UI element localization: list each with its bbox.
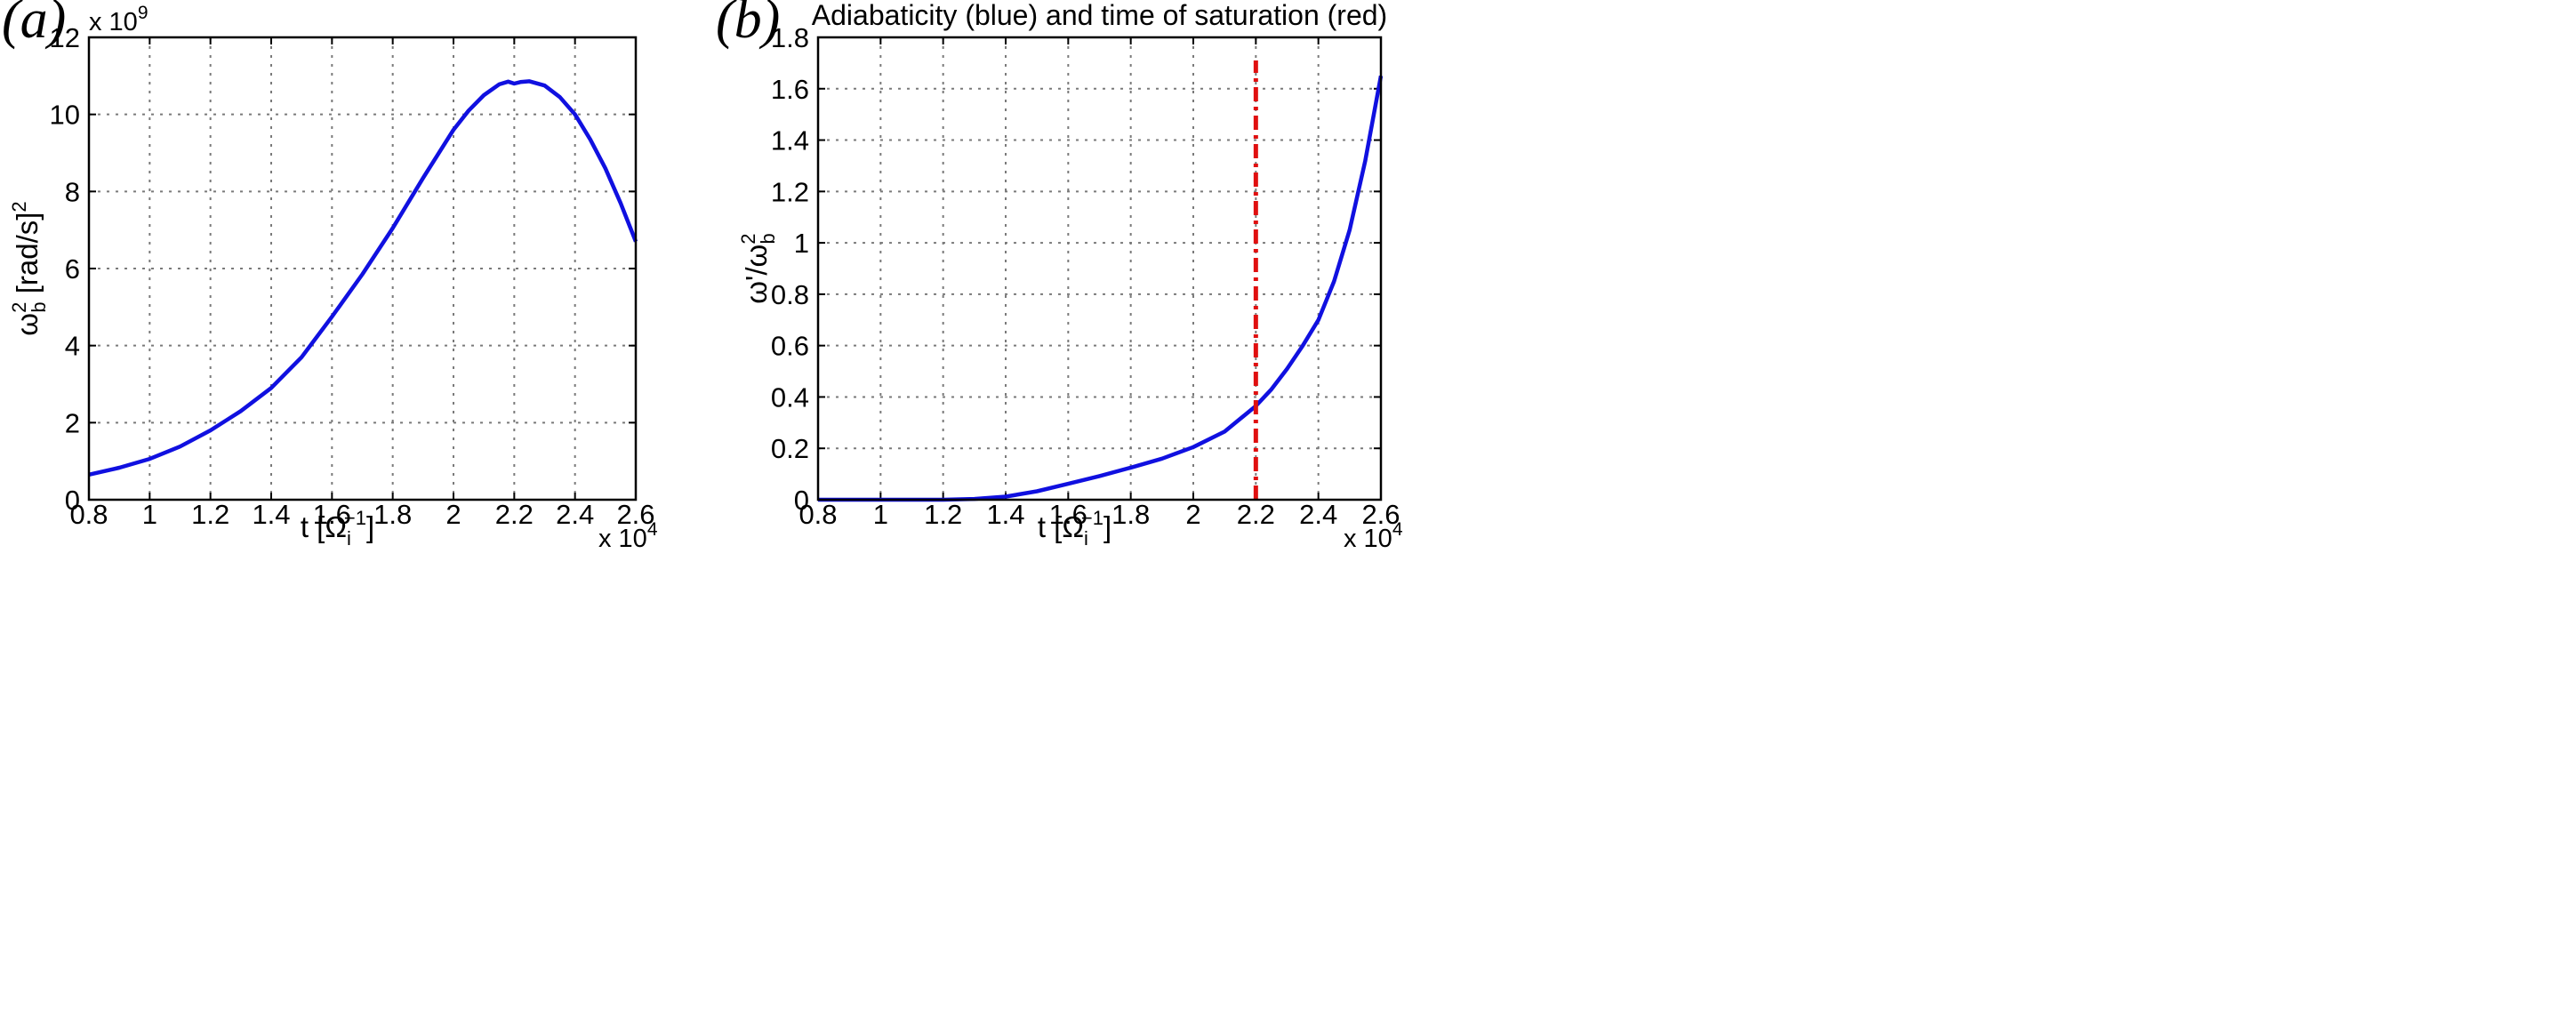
chart-title: Adiabaticity (blue) and time of saturati…	[812, 0, 1387, 31]
panel-label: (b)	[716, 0, 780, 50]
x-axis-label: t [Ωi−1]	[301, 507, 374, 550]
y-tick-label: 0.8	[771, 279, 809, 310]
panel-label: (a)	[2, 0, 66, 50]
x-multiplier: x 104	[1344, 519, 1403, 553]
y-label-sub: b	[28, 301, 50, 312]
y-tick-label: 1.2	[771, 176, 809, 207]
y-label-sup: 2	[8, 302, 30, 313]
x-tick-label: 1.4	[986, 499, 1024, 530]
y-tick-label: 1	[794, 228, 809, 259]
x-tick-label: 1	[873, 499, 888, 530]
y-multiplier: x 109	[89, 3, 148, 36]
x-mult-exp: 4	[647, 519, 658, 540]
x-axis-label: t [Ωi−1]	[1038, 507, 1111, 550]
y-label-main: ω'/ω	[740, 245, 773, 304]
y-tick-label: 8	[65, 176, 80, 207]
x-tick-label: 1.6	[1049, 499, 1087, 530]
x-tick-label: 2.6	[1361, 499, 1400, 530]
x-tick-label: 2	[445, 499, 461, 530]
y-tick-label: 6	[65, 253, 80, 285]
y-tick-label: 0.6	[771, 331, 809, 362]
y-label-unit: [rad/s]	[11, 213, 44, 302]
x-label-main: t [Ω	[301, 510, 347, 543]
y-label-sub: b	[757, 233, 779, 244]
y-tick-label: 1.4	[771, 125, 809, 156]
y-tick-label: 10	[50, 100, 80, 131]
x-tick-label: 1.8	[1111, 499, 1150, 530]
panel-a: 0.8 1 1.2 1.4 1.6 1.8 2 2.2 2.4 2.6 0 2 4 6 8 10 12(a) t …	[2, 0, 658, 553]
plot-frame	[87, 36, 638, 501]
x-tick-label: 2.6	[616, 499, 654, 530]
x-label-close: ]	[1103, 510, 1111, 543]
y-tick-label: 0	[794, 485, 809, 516]
x-tick-label: 1.6	[313, 499, 351, 530]
x-tick-label: 0.8	[69, 499, 108, 530]
y-tick-label: 1.8	[771, 22, 809, 53]
x-mult-exp: 4	[1392, 519, 1403, 540]
x-multiplier: x 104	[598, 519, 658, 553]
y-tick-label: 2	[65, 407, 80, 438]
plot-frame	[816, 36, 1383, 501]
series-line	[818, 75, 1384, 502]
y-tick-label: 1.6	[771, 74, 809, 105]
x-label-main: t [Ω	[1038, 510, 1084, 543]
y-label-unit-sup: 2	[8, 201, 30, 212]
x-tick-label: 1.2	[191, 499, 229, 530]
x-mult-base: x 10	[598, 525, 647, 553]
y-mult-base: x 10	[89, 8, 138, 36]
y-tick-label: 0.4	[771, 381, 809, 413]
y-tick-label: 0.2	[771, 433, 809, 464]
x-tick-label: 1.4	[252, 499, 290, 530]
series-line	[88, 79, 638, 477]
x-tick-label: 1	[142, 499, 157, 530]
x-mult-base: x 10	[1344, 525, 1392, 553]
x-tick-label: 2.2	[1237, 499, 1275, 530]
x-tick-label: 2.4	[556, 499, 594, 530]
x-tick-label: 2.4	[1299, 499, 1337, 530]
y-tick-label: 4	[65, 331, 80, 362]
x-label-close: ]	[366, 510, 374, 543]
x-label-sup: −1	[1081, 507, 1103, 529]
x-tick-label: 1.2	[924, 499, 962, 530]
y-axis-label: ω2b [rad/s]2	[8, 201, 50, 335]
x-label-sub: i	[1084, 527, 1088, 550]
x-tick-label: 2	[1185, 499, 1200, 530]
y-label-sup: 2	[737, 234, 759, 245]
y-mult-exp: 9	[138, 3, 148, 23]
x-tick-label: 1.8	[373, 499, 412, 530]
x-tick-label: 2.2	[495, 499, 534, 530]
x-tick-label: 0.8	[798, 499, 837, 530]
x-label-sup: −1	[344, 507, 366, 529]
y-tick-label: 12	[50, 22, 80, 53]
y-label-main: ω	[11, 313, 44, 336]
panel-b: 0.8 1 1.2 1.4 1.6 1.8 2 2.2 2.4 2.6 0 0.2 0.4 0.6 0.8 1…	[716, 0, 1403, 553]
y-axis-label: ω'/ω2b	[737, 233, 779, 304]
x-label-sub: i	[347, 527, 351, 550]
y-tick-label: 0	[65, 485, 80, 516]
